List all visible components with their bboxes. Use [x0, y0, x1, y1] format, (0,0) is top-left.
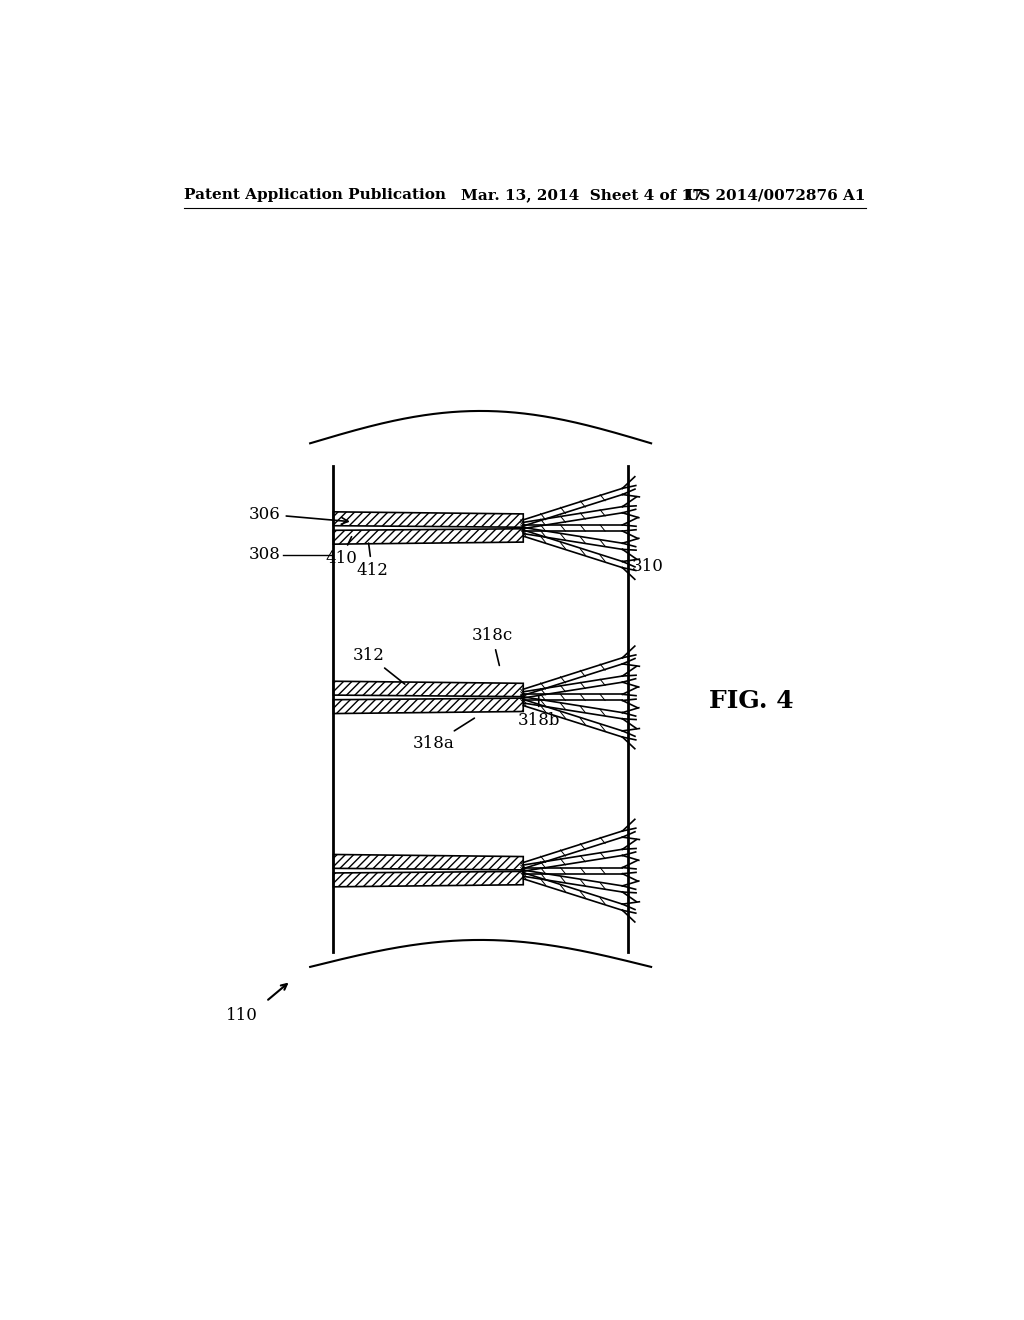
- Text: 312: 312: [352, 647, 404, 684]
- Text: Patent Application Publication: Patent Application Publication: [183, 189, 445, 202]
- Text: 412: 412: [356, 543, 388, 579]
- Polygon shape: [334, 698, 523, 714]
- Polygon shape: [334, 871, 523, 887]
- Text: FIG. 4: FIG. 4: [710, 689, 794, 713]
- Text: US 2014/0072876 A1: US 2014/0072876 A1: [686, 189, 866, 202]
- Text: 318c: 318c: [472, 627, 513, 665]
- Text: 306: 306: [249, 506, 348, 524]
- Polygon shape: [334, 529, 523, 544]
- Text: 318a: 318a: [414, 718, 474, 752]
- Polygon shape: [334, 681, 523, 697]
- Text: 308: 308: [249, 546, 281, 564]
- Text: 410: 410: [326, 537, 357, 568]
- Text: 310: 310: [632, 558, 664, 576]
- Text: 318b: 318b: [517, 697, 560, 729]
- Text: 110: 110: [226, 1007, 258, 1024]
- Polygon shape: [334, 854, 523, 870]
- Polygon shape: [334, 512, 523, 527]
- Text: Mar. 13, 2014  Sheet 4 of 17: Mar. 13, 2014 Sheet 4 of 17: [461, 189, 703, 202]
